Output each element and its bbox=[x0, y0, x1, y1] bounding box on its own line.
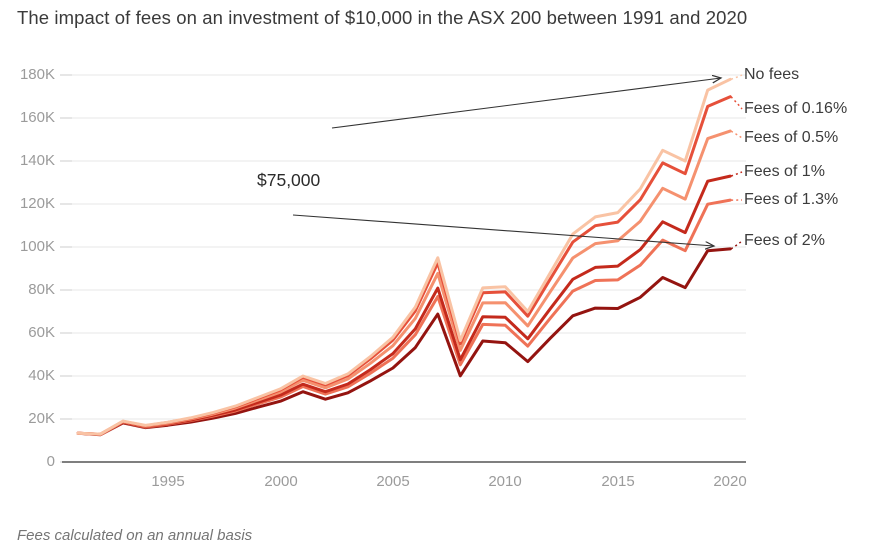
legend-leader bbox=[730, 96, 743, 110]
x-tick-label-2010: 2010 bbox=[488, 473, 522, 490]
y-tick-label-80k: 80K bbox=[28, 281, 55, 298]
y-tick-label-100k: 100K bbox=[19, 238, 55, 255]
legend-leader bbox=[730, 240, 743, 250]
x-tick-label-2015: 2015 bbox=[601, 473, 635, 490]
footnote: Fees calculated on an annual basis bbox=[17, 527, 253, 544]
legend-leader bbox=[730, 171, 743, 177]
y-tick-label-0: 0 bbox=[46, 453, 55, 470]
y-tick-label-40k: 40K bbox=[28, 367, 55, 384]
legend-label-fees-13: Fees of 1.3% bbox=[744, 191, 839, 208]
legend-leader bbox=[730, 74, 743, 81]
series-line-fees-of-0-5- bbox=[76, 129, 732, 436]
legend-leader bbox=[730, 130, 743, 139]
annotation-arrow-no-fees bbox=[331, 78, 721, 129]
series-line-no-fees bbox=[76, 77, 732, 436]
legend-label-fees-05: Fees of 0.5% bbox=[744, 129, 839, 146]
y-tick-label-120k: 120K bbox=[19, 195, 55, 212]
x-tick-label-2005: 2005 bbox=[376, 473, 410, 490]
gap-annotation-label: $75,000 bbox=[257, 170, 321, 190]
legend-label-fees-016: Fees of 0.16% bbox=[744, 100, 848, 117]
chart-title: The impact of fees on an investment of $… bbox=[17, 7, 748, 28]
y-tick-label-140k: 140K bbox=[19, 152, 55, 169]
legend-label-no-fees: No fees bbox=[744, 66, 800, 83]
series-line-fees-of-1-3- bbox=[76, 198, 732, 436]
series-line-fees-of-1- bbox=[76, 174, 732, 436]
annotation-arrow-fees-2 bbox=[292, 214, 714, 246]
y-tick-label-160k: 160K bbox=[19, 109, 55, 126]
y-tick-label-20k: 20K bbox=[28, 410, 55, 427]
x-tick-label-1995: 1995 bbox=[151, 473, 185, 490]
y-tick-label-180k: 180K bbox=[19, 66, 55, 83]
legend-label-fees-2: Fees of 2% bbox=[744, 232, 825, 249]
x-tick-label-2000: 2000 bbox=[264, 473, 298, 490]
x-tick-label-2020: 2020 bbox=[713, 473, 747, 490]
y-tick-label-60k: 60K bbox=[28, 324, 55, 341]
series-line-fees-of-0-16- bbox=[76, 95, 732, 436]
legend-label-fees-1: Fees of 1% bbox=[744, 163, 825, 180]
